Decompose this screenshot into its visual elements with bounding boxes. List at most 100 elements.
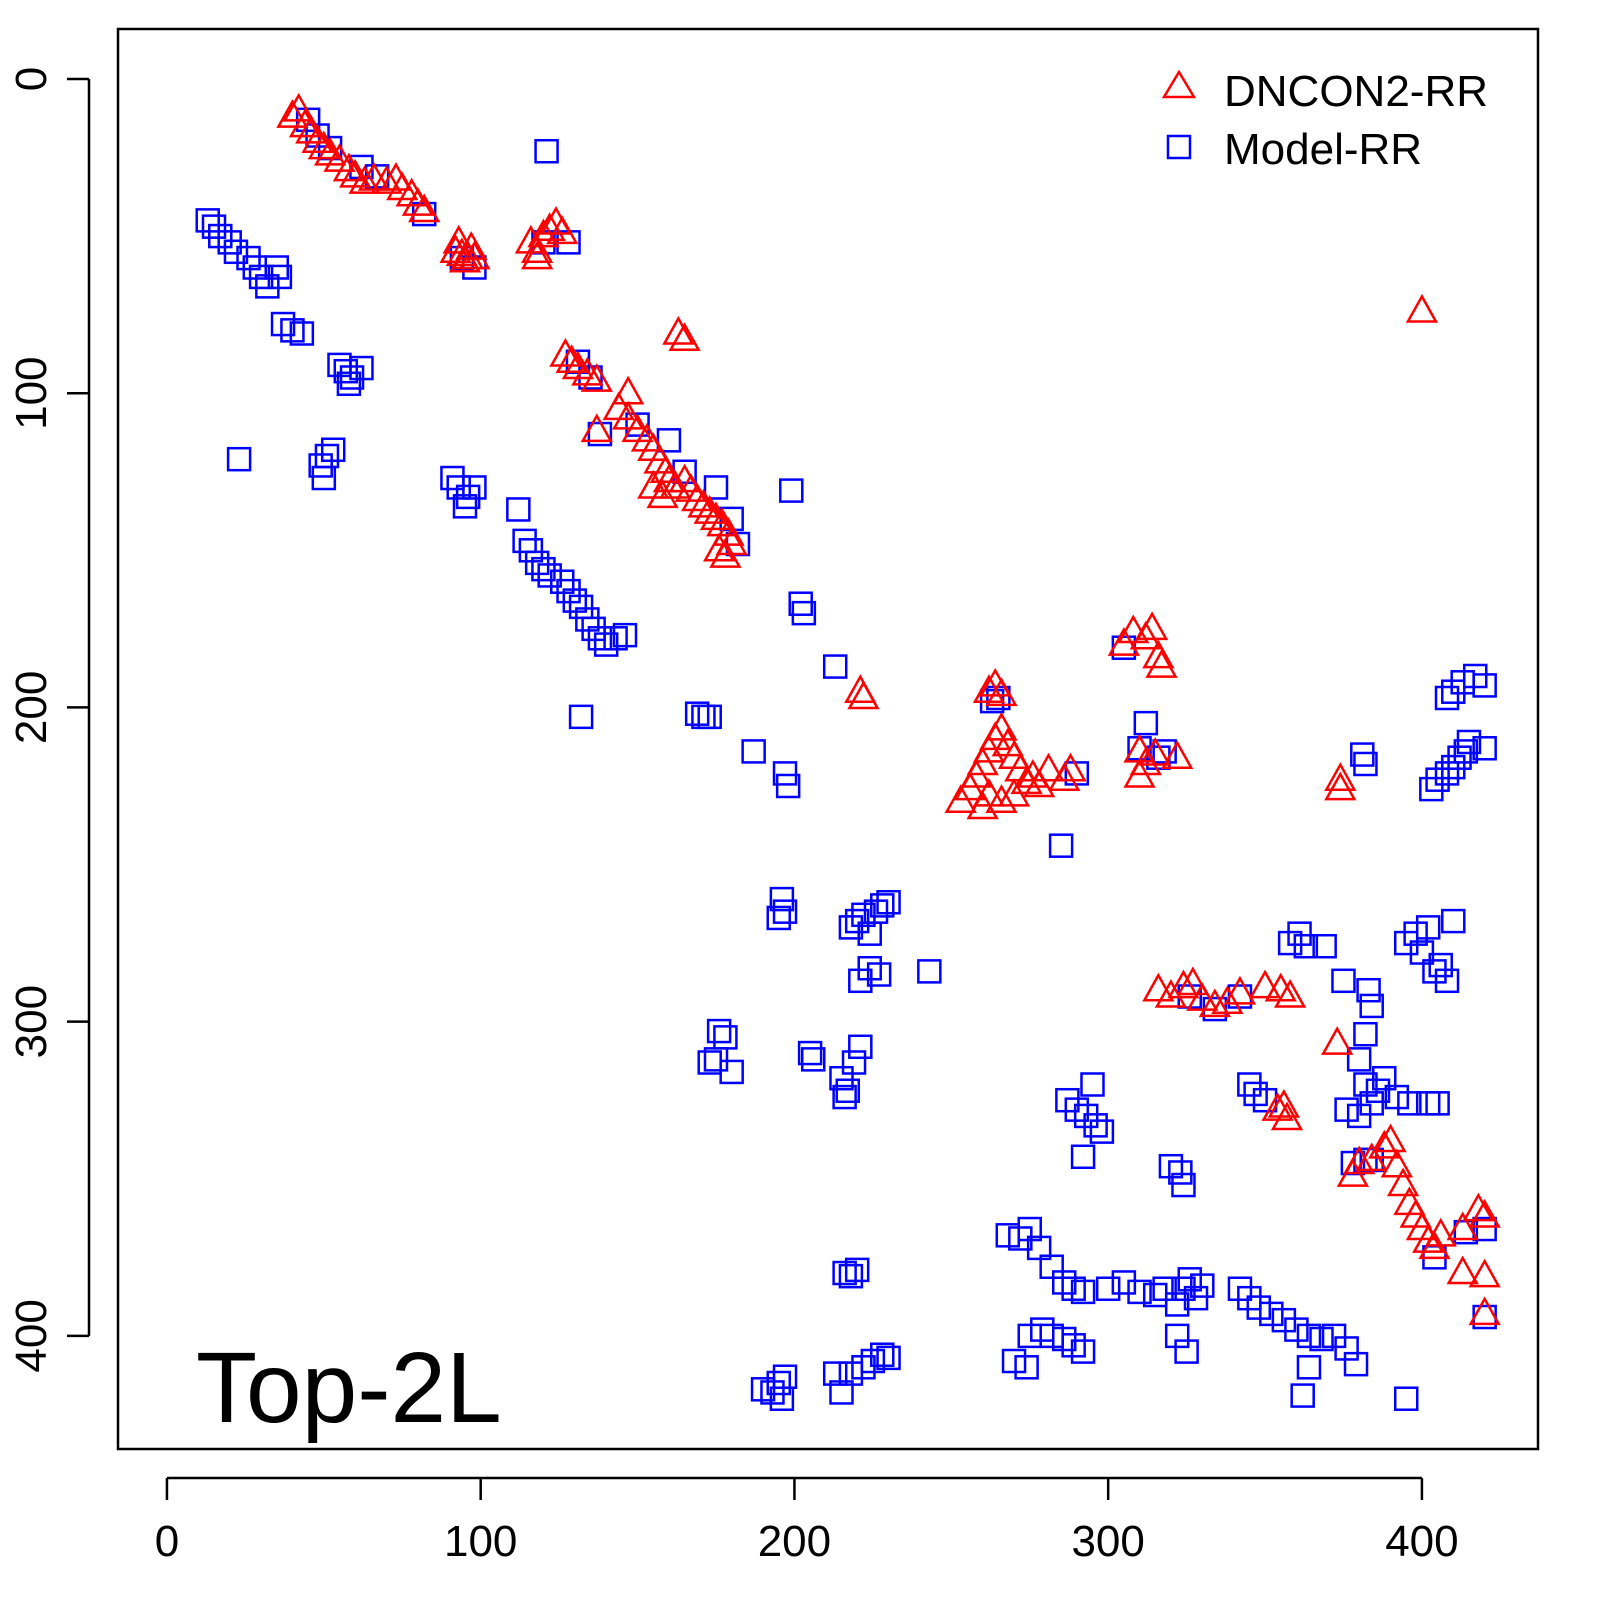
model-rr-point	[314, 443, 340, 469]
model-rr-point	[333, 358, 359, 384]
dncon2-rr-point	[458, 240, 491, 270]
model-rr-point	[1296, 1323, 1322, 1349]
model-rr-point	[1434, 761, 1460, 786]
model-rr-point	[1133, 710, 1159, 736]
model-rr-point	[1472, 736, 1497, 761]
model-rr-point	[1252, 1087, 1278, 1113]
model-rr-point	[1334, 1097, 1359, 1122]
dncon2-rr-point	[612, 375, 645, 405]
model-rr-point	[1441, 754, 1466, 780]
dncon2-rr-point	[1223, 975, 1257, 1005]
model-rr-point	[455, 484, 481, 510]
model-rr-point	[1061, 1333, 1086, 1358]
model-rr-point	[1030, 1317, 1055, 1342]
dncon2-rr-point	[1374, 1123, 1407, 1153]
dncon2-rr-point	[681, 482, 714, 512]
model-rr-point	[1061, 1276, 1086, 1301]
model-rr-point	[1393, 930, 1419, 956]
model-rr-point	[832, 1260, 857, 1286]
data-points	[195, 92, 1501, 1411]
model-rr-point	[1111, 1270, 1137, 1295]
dncon2-rr-point	[997, 777, 1031, 807]
model-rr-point	[870, 1342, 895, 1367]
model-rr-point	[797, 1040, 823, 1066]
dncon2-rr-point	[1032, 752, 1065, 782]
dncon2-rr-point	[1468, 1198, 1501, 1228]
model-rr-point	[1384, 1084, 1410, 1110]
model-rr-point	[195, 208, 220, 233]
dncon2-rr-point	[709, 539, 742, 568]
model-rr-point	[841, 1050, 867, 1075]
dncon2-rr-point	[1167, 969, 1200, 999]
model-rr-point	[1472, 673, 1497, 698]
model-rr-point	[1070, 1144, 1096, 1170]
model-rr-point	[226, 446, 252, 472]
dncon2-rr-point	[966, 790, 999, 820]
model-rr-point	[838, 1263, 864, 1289]
model-rr-point	[1171, 1276, 1196, 1301]
model-rr-point	[446, 475, 471, 500]
model-rr-point	[1393, 1386, 1419, 1411]
dncon2-rr-point	[580, 363, 613, 392]
model-rr-point	[1441, 908, 1466, 934]
model-rr-point	[1051, 1270, 1077, 1295]
model-rr-point	[1039, 1254, 1064, 1279]
legend-marker-dncon2-rr	[1161, 69, 1197, 99]
dncon2-rr-point	[985, 677, 1018, 707]
dncon2-rr-point	[348, 165, 381, 194]
dncon2-rr-point	[847, 680, 880, 710]
model-rr-point	[1419, 776, 1444, 802]
model-rr-point	[1434, 968, 1460, 994]
model-rr-point	[1290, 1383, 1315, 1408]
legend-label-model-rr: Model-RR	[1224, 125, 1422, 174]
model-rr-point	[531, 556, 556, 582]
model-rr-point	[1453, 739, 1479, 764]
model-rr-point	[769, 1386, 795, 1411]
model-rr-point	[760, 1380, 785, 1405]
model-rr-point	[1277, 930, 1303, 956]
model-rr-point	[870, 893, 895, 918]
dncon2-rr-point	[580, 413, 613, 443]
model-rr-point	[801, 1047, 826, 1072]
model-rr-point	[217, 230, 242, 255]
dncon2-rr-point	[1248, 969, 1282, 999]
model-rr-point	[562, 588, 588, 613]
dncon2-rr-point	[1468, 1258, 1501, 1288]
model-rr-point	[1425, 767, 1450, 792]
model-rr-point	[1409, 940, 1435, 965]
dncon2-rr-point	[370, 165, 403, 194]
dncon2-rr-point	[687, 488, 720, 518]
dncon2-rr-point	[1198, 988, 1231, 1018]
model-rr-point	[593, 632, 619, 657]
model-rr-point	[772, 761, 798, 786]
model-rr-point	[863, 899, 889, 924]
model-rr-point	[1346, 1047, 1372, 1072]
dncon2-rr-point	[1117, 614, 1150, 644]
model-rr-point	[1334, 1336, 1359, 1361]
model-rr-point	[822, 654, 848, 679]
model-rr-point	[1158, 1153, 1184, 1179]
model-rr-point	[713, 1025, 738, 1050]
dncon2-rr-point	[1023, 768, 1056, 798]
model-rr-point	[255, 274, 280, 299]
model-rr-point	[612, 622, 638, 648]
x-axis: 0 100 200 300 400	[155, 1476, 1459, 1566]
model-rr-point	[697, 704, 722, 730]
model-rr-point	[1397, 1091, 1422, 1116]
model-rr-point	[336, 371, 362, 397]
dncon2-rr-point	[1324, 771, 1357, 801]
model-rr-point	[1346, 1103, 1372, 1129]
model-rr-point	[766, 905, 791, 931]
dncon2-rr-point	[1386, 1167, 1420, 1197]
model-rr-point	[835, 1078, 861, 1104]
model-rr-point	[537, 563, 562, 588]
dncon2-rr-point	[521, 234, 554, 264]
model-rr-point	[1415, 915, 1441, 940]
model-rr-point	[1293, 933, 1319, 959]
dncon2-rr-point	[1145, 649, 1178, 678]
model-rr-point	[248, 264, 274, 290]
dncon2-rr-point	[521, 240, 554, 270]
dncon2-rr-point	[699, 501, 733, 531]
dncon2-rr-point	[301, 124, 334, 154]
model-rr-point	[706, 1018, 732, 1044]
